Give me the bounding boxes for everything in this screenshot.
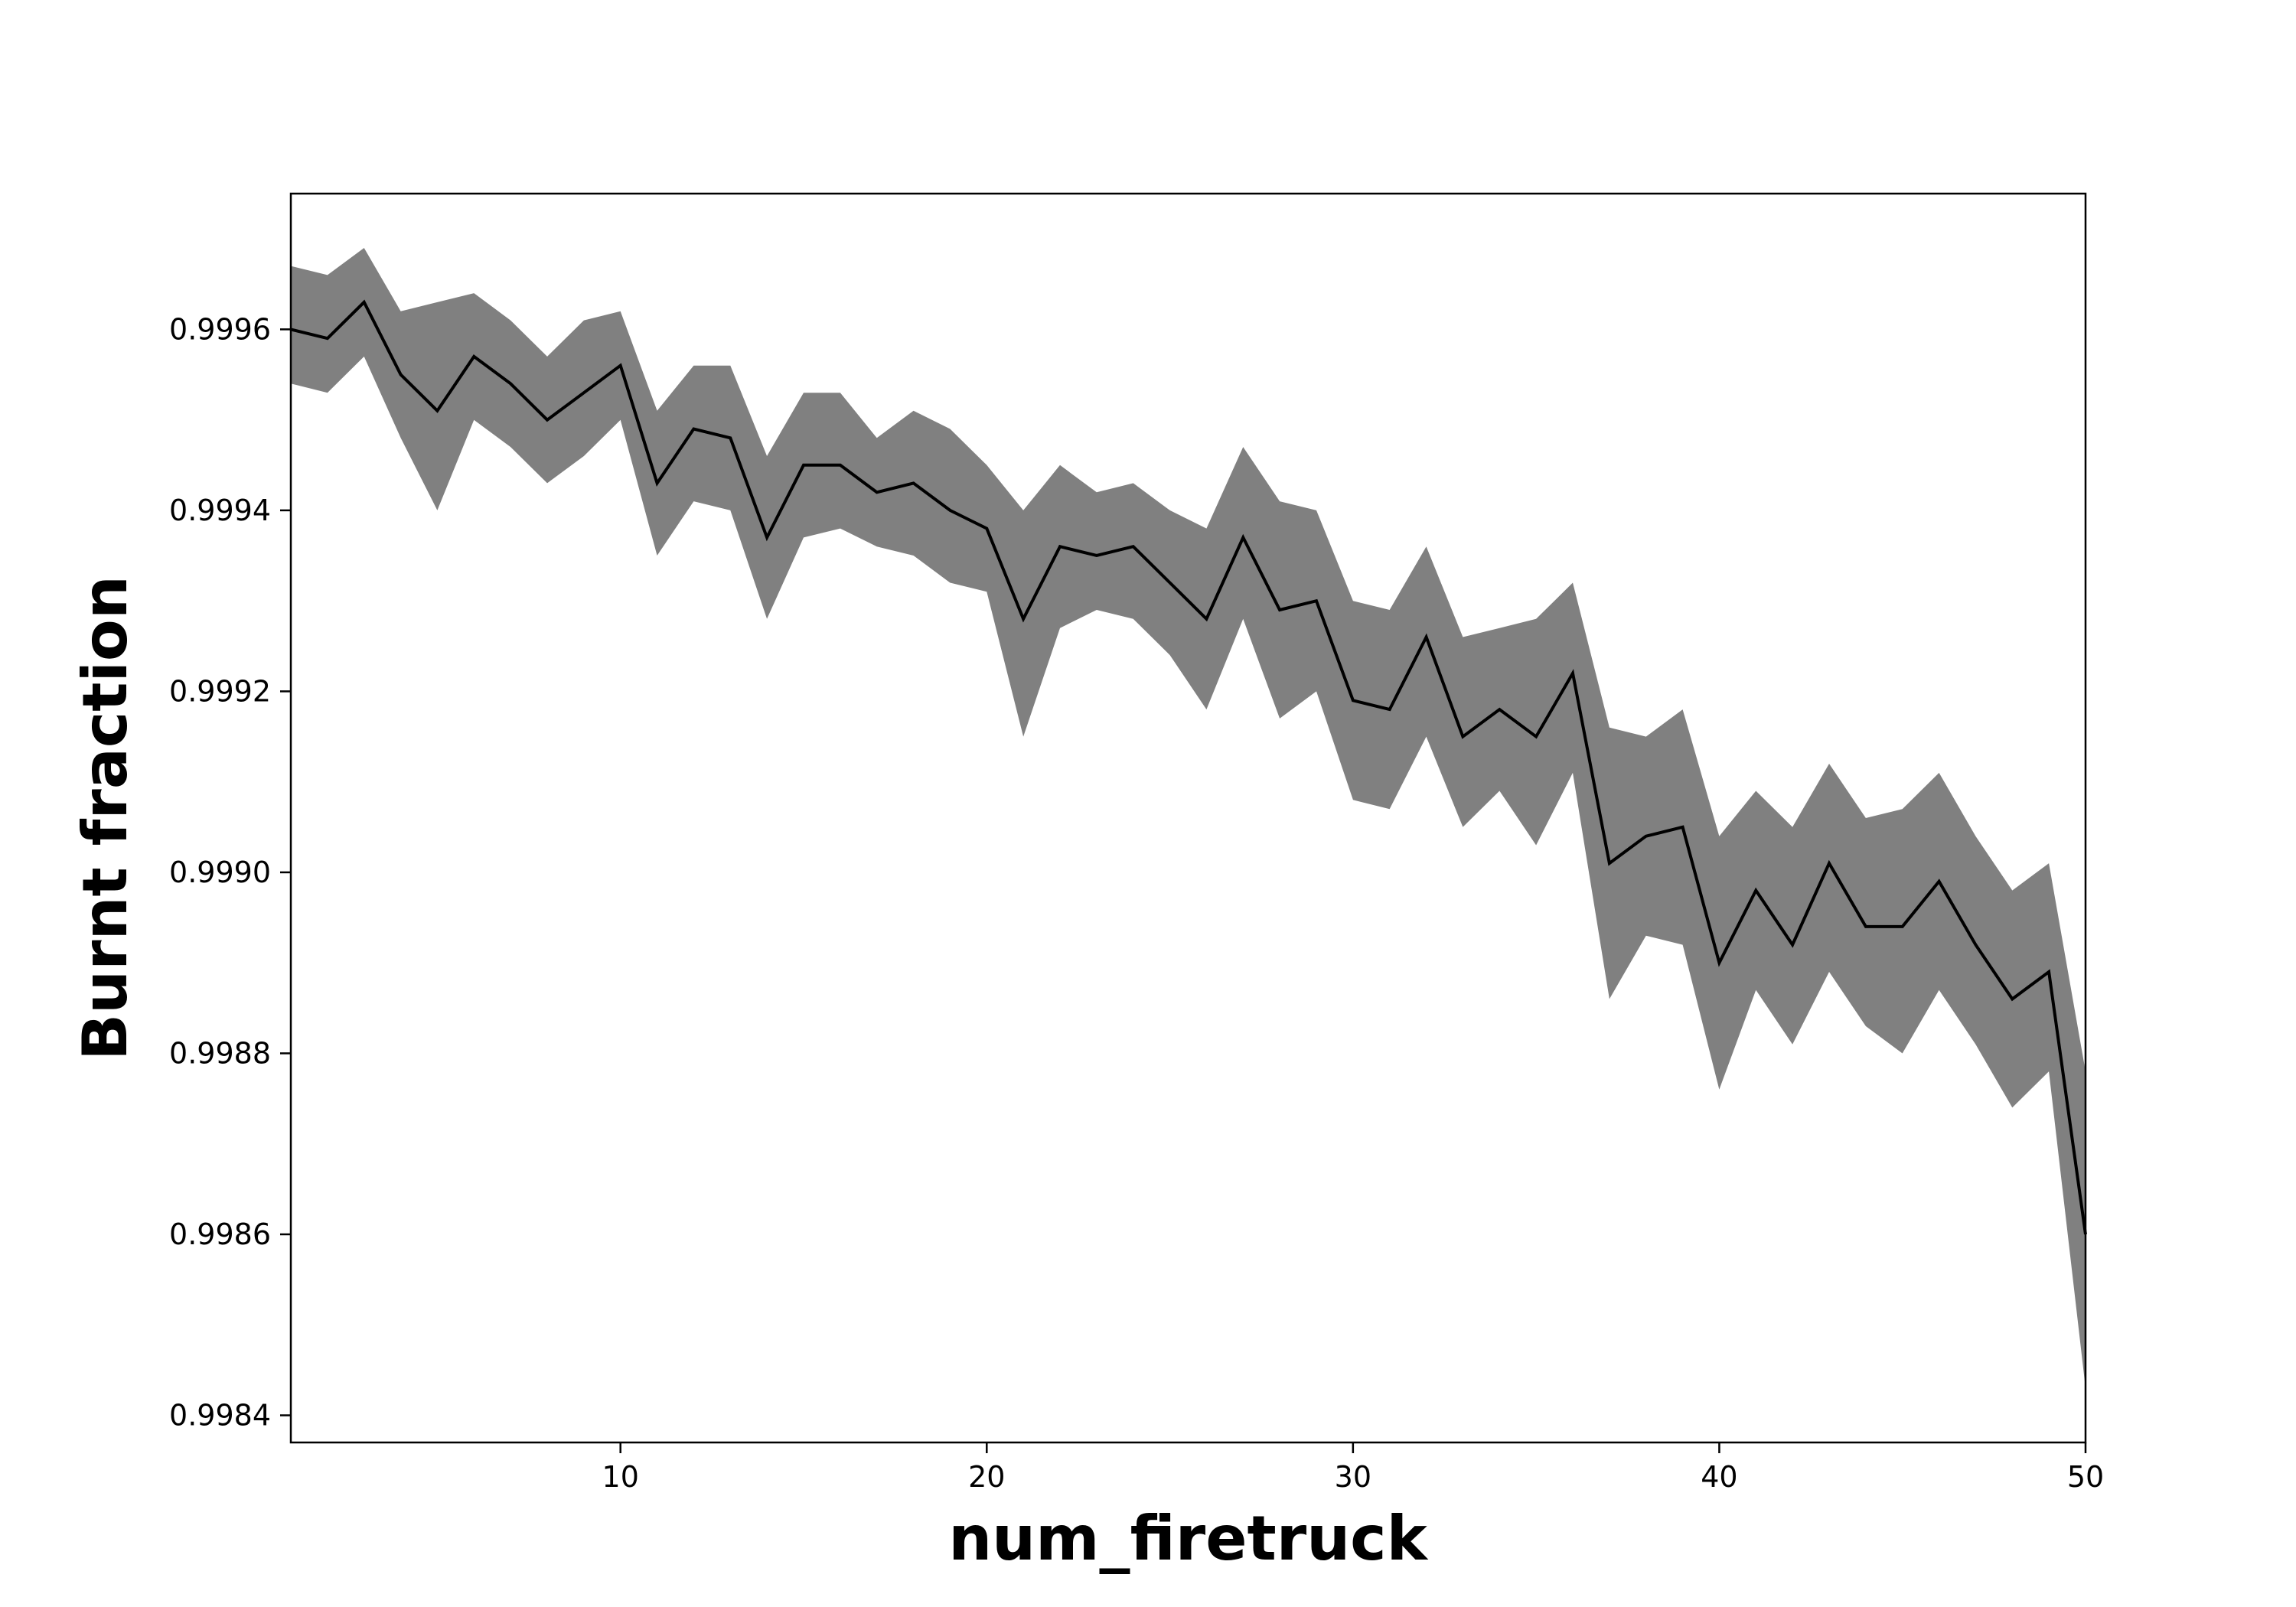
plot-area <box>290 248 2087 1388</box>
x-tick-label: 40 <box>1701 1460 1737 1494</box>
x-tick-label: 10 <box>602 1460 639 1494</box>
x-tick-label: 30 <box>1335 1460 1371 1494</box>
y-axis-label: Burnt fraction <box>70 575 141 1061</box>
mean-line <box>290 299 2087 1235</box>
confidence-band <box>291 248 2086 1388</box>
y-tick-label: 0.9988 <box>169 1036 271 1070</box>
y-tick-label: 0.9992 <box>169 674 271 708</box>
y-tick-label: 0.9984 <box>169 1399 271 1433</box>
x-tick-label: 20 <box>968 1460 1005 1494</box>
y-tick-label: 0.9994 <box>169 494 271 527</box>
x-axis-label: num_firetruck <box>948 1503 1428 1574</box>
y-tick-label: 0.9986 <box>169 1217 271 1251</box>
x-axis: 10 20 30 40 50 <box>602 1442 2104 1494</box>
y-tick-label: 0.9990 <box>169 856 271 889</box>
axes-frame <box>289 192 2087 1444</box>
y-axis: 0.9984 0.9986 0.9988 0.9990 0.9992 0.9994 0.99… <box>169 312 291 1433</box>
x-tick-label: 50 <box>2067 1460 2104 1494</box>
y-tick-label: 0.9996 <box>169 312 271 346</box>
